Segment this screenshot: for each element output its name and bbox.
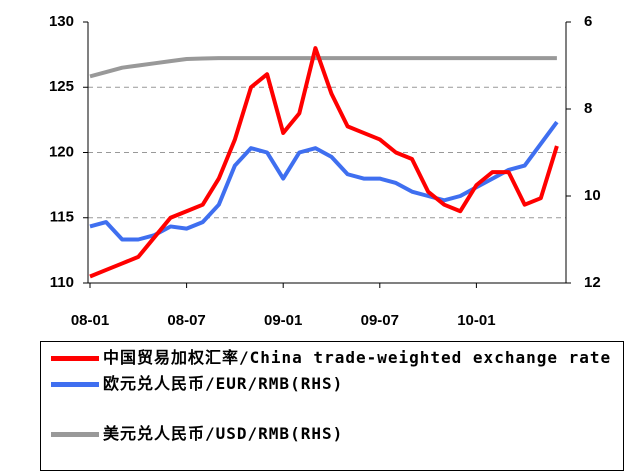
y-tick-label: 110 [50,274,74,291]
legend-label: 美元兑人民币/USD/RMB(RHS) [103,424,344,443]
series-line [89,46,559,279]
y-tick-label: 120 [49,143,74,160]
legend-entry: 中国贸易加权汇率/China trade-weighted exchange r… [51,348,623,368]
x-tick-label: 09-01 [264,312,302,329]
y-tick-label: 125 [49,78,74,95]
y2-tick-label: 8 [584,100,592,117]
legend: 中国贸易加权汇率/China trade-weighted exchange r… [40,341,624,471]
x-tick-label: 10-01 [457,312,495,329]
legend-swatch [51,356,99,361]
legend-label: 中国贸易加权汇率/China trade-weighted exchange r… [103,348,612,367]
series-line [89,56,557,79]
legend-label: 欧元兑人民币/EUR/RMB(RHS) [103,374,344,393]
y2-tick-label: 10 [584,187,601,204]
x-tick-label: 08-01 [71,312,109,329]
x-tick-label: 08-07 [167,312,205,329]
legend-entry: 欧元兑人民币/EUR/RMB(RHS) [51,374,623,394]
x-tick-label: 09-07 [361,312,399,329]
legend-entry: 美元兑人民币/USD/RMB(RHS) [51,424,623,444]
chart: 110 115 120 125 130 6 8 10 12 08-01 08-07 09-01 09-0… [49,13,601,329]
y2-tick-label: 6 [584,13,592,30]
series-line [89,120,559,242]
y-tick-label: 130 [49,13,74,30]
y2-tick-label: 12 [584,274,601,291]
legend-swatch [51,382,99,387]
y-tick-label: 115 [50,209,74,226]
legend-swatch [51,432,99,437]
